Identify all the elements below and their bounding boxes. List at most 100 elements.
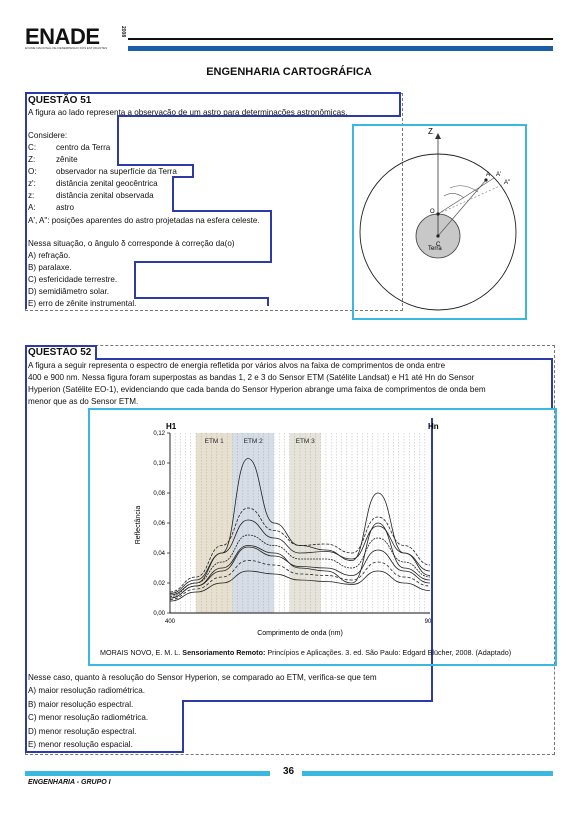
option-e[interactable]: E) menor resolução espacial.	[28, 740, 133, 749]
label-a-double-prime: A"	[504, 180, 510, 186]
etm-band-1	[196, 433, 233, 613]
page-title: ENGENHARIA CARTOGRÁFICA	[206, 66, 372, 78]
zenith-arrow-icon	[435, 133, 441, 139]
footer-group: ENGENHARIA - GRUPO I	[28, 779, 111, 786]
definition-row: z: distância zenital observada	[28, 190, 177, 202]
zenith-distance-arc	[449, 185, 479, 193]
q52-options[interactable]: A) maior resolução radiométrica. B) maio…	[28, 685, 148, 751]
option-b[interactable]: B) maior resolução espectral.	[28, 699, 134, 709]
source-rest: Princípios e Aplicações. 3. ed. São Paul…	[267, 648, 512, 657]
source-title: Sensoriamento Remoto:	[182, 648, 266, 657]
definition-row: C: centro da Terra	[28, 142, 177, 154]
footer-bar-left	[25, 771, 270, 776]
geocentric-arc	[443, 193, 465, 199]
label-o: O	[430, 209, 435, 215]
option-b[interactable]: B) paralaxe.	[28, 263, 72, 272]
stem-line: 400 e 900 nm. Nessa figura foram superpo…	[28, 373, 475, 382]
definition-text: astro	[56, 203, 74, 212]
header-blue-bar	[128, 46, 553, 51]
enade-logo: ENADE	[25, 24, 100, 49]
stem-line: A figura a seguir representa o espectro …	[28, 361, 446, 370]
x-tick-label: 400	[165, 619, 176, 625]
q51-figure-frame	[352, 124, 527, 320]
q51-apparent-positions: A', A": posições aparentes do astro proj…	[28, 216, 260, 225]
option-c[interactable]: C) esfericidade terrestre.	[28, 275, 118, 284]
definition-symbol: Z:	[28, 155, 36, 164]
q52-figure-frame	[88, 408, 557, 666]
definition-symbol: C:	[28, 143, 37, 152]
y-tick-label: 0,00	[153, 611, 165, 617]
y-tick-label: 0,12	[153, 431, 165, 437]
series-line	[169, 546, 431, 599]
footer-bar-right	[302, 771, 553, 776]
option-a[interactable]: A) refração.	[28, 251, 71, 260]
definition-row: Z: zênite	[28, 154, 177, 166]
q51-figure: Z O C Terra A A' A"	[359, 127, 517, 311]
option-a[interactable]: A) maior resolução radiométrica.	[28, 686, 145, 695]
definition-text: centro da Terra	[56, 143, 111, 152]
x-axis-label: Comprimento de onda (nm)	[257, 630, 343, 637]
y-tick-label: 0,02	[153, 581, 165, 587]
label-z: Z	[428, 127, 433, 136]
y-axis-label: Reflectância	[135, 506, 142, 545]
q51-stem: A figura ao lado representa a observação…	[28, 108, 348, 117]
definition-symbol: z':	[28, 179, 36, 188]
header-rule	[128, 38, 553, 40]
reflectance-series	[169, 458, 431, 602]
stem-line: Hyperion (Satélite EO-1), evidenciando q…	[28, 385, 486, 394]
definition-symbol: A:	[28, 203, 36, 212]
etm-band-label: ETM 2	[244, 438, 264, 445]
apparent-line	[437, 183, 505, 215]
chart-axes: 0,00 0,02 0,04 0,06 0,08 0,10 0,12 400 90	[153, 431, 432, 625]
observed-line	[437, 177, 495, 215]
definition-symbol: z:	[28, 191, 35, 200]
series-line	[169, 570, 431, 602]
stem-line: menor que as do Sensor ETM.	[28, 397, 139, 406]
q52-question: Nesse caso, quanto à resolução do Sensor…	[28, 673, 377, 682]
definition-text: observador na superfície da Terra	[56, 167, 177, 176]
etm-band-label: ETM 3	[296, 438, 316, 445]
label-a-prime: A'	[496, 172, 501, 178]
q52-stem: A figura a seguir representa o espectro …	[28, 360, 486, 408]
definition-text: zênite	[56, 155, 78, 164]
label-earth: Terra	[428, 246, 442, 252]
star-marker	[484, 178, 488, 182]
y-tick-label: 0,06	[153, 521, 165, 527]
definition-symbol: O:	[28, 167, 37, 176]
definition-row: O: observador na superfície da Terra	[28, 166, 177, 178]
option-d[interactable]: D) semidiâmetro solar.	[28, 287, 109, 296]
h1-label: H1	[166, 422, 177, 431]
spectrum-chart: ETM 1 ETM 2 ETM 3 H1 Hn 0,000,020,040,060,0…	[135, 422, 439, 637]
q51-question: Nessa situação, o ângulo δ corresponde à…	[28, 239, 235, 248]
q52-source: MORAIS NOVO, E. M. L. Sensoriamento Remo…	[100, 647, 511, 659]
q51-consider: Considere:	[28, 131, 68, 140]
q52-title: QUESTÃO 52	[28, 347, 92, 358]
logo-subtitle: EXAME NACIONAL DE DESEMPENHO DOS ESTUDAN…	[25, 46, 108, 50]
option-d[interactable]: D) menor resolução espectral.	[28, 726, 137, 736]
option-c[interactable]: C) menor resolução radiométrica.	[28, 713, 149, 722]
q51-definitions: C: centro da Terra Z: zênite O: observador …	[28, 142, 177, 214]
q51-options[interactable]: A) refração. B) paralaxe. C) esfericidad…	[28, 250, 136, 310]
observer-marker	[436, 212, 440, 216]
page-number: 36	[283, 766, 295, 777]
definition-row: A: astro	[28, 202, 177, 214]
y-tick-label: 0,10	[153, 461, 165, 467]
source-author: MORAIS NOVO, E. M. L.	[100, 648, 181, 657]
hyperion-band-lines: H1 Hn	[166, 422, 439, 613]
definition-row: z': distância zenital geocêntrica	[28, 178, 177, 190]
definition-text: distância zenital geocêntrica	[56, 179, 158, 188]
x-tick-label: 90	[425, 619, 432, 625]
series-line	[169, 534, 431, 597]
y-tick-label: 0,08	[153, 491, 165, 497]
label-c: C	[436, 242, 441, 248]
option-e[interactable]: E) erro de zênite instrumental.	[28, 299, 137, 308]
series-line	[169, 507, 431, 593]
logo-year: 2008	[120, 26, 126, 38]
series-line	[169, 522, 431, 599]
geocentric-line	[437, 179, 487, 237]
etm-band-label: ETM 1	[205, 438, 225, 445]
definition-text: distância zenital observada	[56, 191, 154, 200]
q51-title: QUESTÃO 51	[28, 95, 92, 106]
y-tick-label: 0,04	[153, 551, 165, 557]
label-a: A	[486, 172, 490, 178]
